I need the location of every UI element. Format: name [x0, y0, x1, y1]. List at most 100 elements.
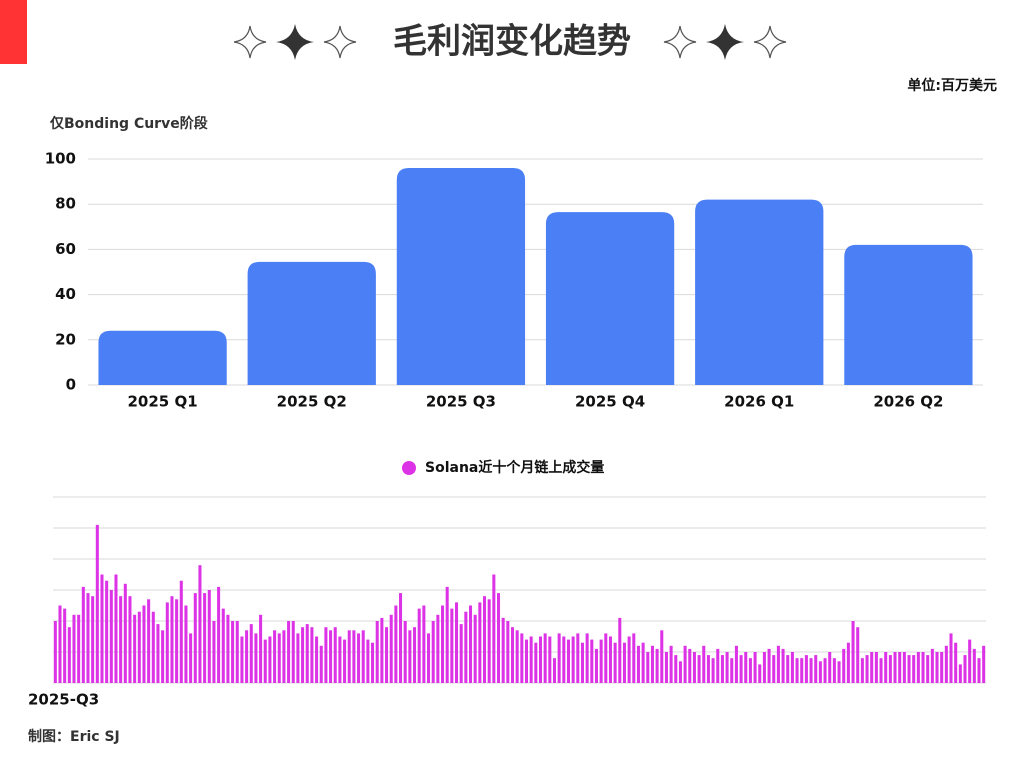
bar [441, 605, 445, 683]
bar [249, 624, 253, 683]
bar [828, 652, 832, 683]
bar [496, 593, 501, 683]
bar [63, 608, 67, 683]
bar [156, 624, 160, 683]
bar [273, 630, 277, 683]
bar [226, 614, 230, 683]
bar [231, 621, 235, 683]
bar [396, 168, 526, 385]
bar [725, 652, 729, 683]
bar [837, 661, 841, 683]
bar [247, 261, 376, 385]
bar [972, 648, 976, 683]
bar [641, 642, 645, 683]
bar [212, 621, 216, 683]
bar [277, 633, 281, 683]
bar [524, 639, 529, 683]
bar [371, 642, 375, 683]
bar [147, 599, 151, 683]
bar [566, 639, 570, 683]
y-tick-label: 60 [55, 240, 76, 258]
bar [874, 652, 878, 683]
bar [142, 605, 146, 683]
x-tick-label: 2025-Q3 [28, 691, 99, 709]
bar [375, 621, 379, 683]
bar [809, 658, 813, 683]
y-tick-label: 80 [55, 195, 76, 213]
bar [515, 630, 519, 683]
bar [478, 602, 482, 683]
bar [217, 586, 221, 683]
bar [804, 655, 808, 683]
bar [534, 642, 538, 683]
bar [734, 645, 738, 683]
bar [105, 580, 109, 683]
bar [408, 630, 412, 683]
bar [422, 605, 426, 683]
bar [548, 636, 552, 683]
bar [459, 624, 463, 683]
bar [501, 617, 505, 683]
bar [100, 574, 104, 683]
bar [482, 596, 487, 683]
bar [888, 655, 892, 683]
bar [748, 658, 752, 683]
bar [347, 630, 351, 683]
bar [856, 627, 860, 683]
bar [114, 574, 118, 683]
bar [744, 652, 748, 683]
bar [506, 621, 510, 683]
bar [207, 590, 211, 683]
bar [753, 652, 757, 683]
y-tick-label: 0 [66, 376, 76, 394]
bar [385, 627, 389, 683]
bar [930, 648, 934, 683]
bar [403, 621, 407, 683]
bar [543, 633, 547, 683]
bar [291, 621, 295, 683]
bar [655, 648, 659, 683]
bar [846, 642, 850, 683]
bar [977, 658, 981, 683]
bar [580, 642, 584, 683]
bar [585, 633, 589, 683]
bar [884, 652, 888, 683]
bar [301, 627, 305, 683]
bar [413, 627, 417, 683]
bar [790, 652, 794, 683]
bar [394, 605, 398, 683]
unit-note: 单位:百万美元 [907, 77, 997, 94]
bar [660, 630, 664, 683]
bar [510, 627, 515, 683]
bar [823, 658, 827, 683]
bar [870, 652, 874, 683]
bar [851, 621, 855, 683]
bar [315, 636, 319, 683]
bar [786, 655, 790, 683]
bar [436, 614, 440, 683]
bar [427, 633, 431, 683]
bar [119, 596, 123, 683]
bar [329, 630, 333, 683]
subtitle: 仅Bonding Curve阶段 [49, 115, 208, 132]
bar [921, 652, 925, 683]
bar [58, 605, 62, 683]
bar [175, 599, 179, 683]
bar [137, 611, 141, 683]
title-decoration [276, 24, 744, 60]
bar [697, 655, 701, 683]
bar [604, 633, 608, 683]
bar [776, 645, 780, 683]
bar [674, 655, 678, 683]
bar [221, 608, 225, 683]
bar [767, 648, 771, 683]
bar [958, 664, 962, 683]
bar [902, 652, 906, 683]
bar [916, 652, 920, 683]
bar [487, 599, 491, 683]
bar [926, 655, 930, 683]
bar [492, 574, 496, 683]
bar [739, 655, 743, 683]
bar [695, 199, 824, 385]
